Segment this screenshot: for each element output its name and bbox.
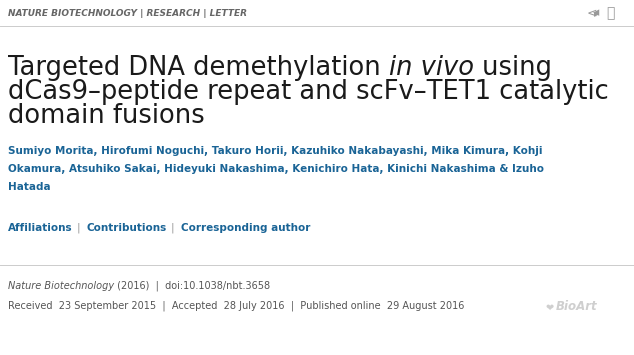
Text: Received  23 September 2015  |  Accepted  28 July 2016  |  Published online  29 : Received 23 September 2015 | Accepted 28…	[8, 301, 464, 311]
Text: <: <	[586, 6, 597, 20]
Text: domain fusions: domain fusions	[8, 103, 205, 129]
Text: in vivo: in vivo	[389, 55, 474, 81]
Text: Hatada: Hatada	[8, 182, 51, 192]
Text: Corresponding author: Corresponding author	[181, 223, 310, 233]
Text: ▸: ▸	[593, 8, 598, 18]
Text: Nature Biotechnology: Nature Biotechnology	[8, 281, 114, 291]
Text: dCas9–peptide repeat and scFv–TET1 catalytic: dCas9–peptide repeat and scFv–TET1 catal…	[8, 79, 609, 105]
Text: BioArt: BioArt	[556, 300, 598, 312]
Text: ◂: ◂	[593, 6, 599, 20]
Text: |: |	[77, 223, 81, 233]
Text: ⎕: ⎕	[606, 6, 614, 20]
Text: (2016)  |  doi:10.1038/nbt.3658: (2016) | doi:10.1038/nbt.3658	[114, 281, 270, 291]
Text: Sumiyo Morita, Hirofumi Noguchi, Takuro Horii, Kazuhiko Nakabayashi, Mika Kimura: Sumiyo Morita, Hirofumi Noguchi, Takuro …	[8, 146, 543, 156]
Text: ❤: ❤	[546, 303, 554, 313]
Text: |: |	[171, 223, 174, 233]
Text: Affiliations: Affiliations	[8, 223, 73, 233]
Text: Targeted DNA demethylation: Targeted DNA demethylation	[8, 55, 389, 81]
Text: NATURE BIOTECHNOLOGY | RESEARCH | LETTER: NATURE BIOTECHNOLOGY | RESEARCH | LETTER	[8, 9, 247, 17]
Text: using: using	[474, 55, 552, 81]
Text: Okamura, Atsuhiko Sakai, Hideyuki Nakashima, Kenichiro Hata, Kinichi Nakashima &: Okamura, Atsuhiko Sakai, Hideyuki Nakash…	[8, 164, 544, 174]
Text: Contributions: Contributions	[87, 223, 167, 233]
